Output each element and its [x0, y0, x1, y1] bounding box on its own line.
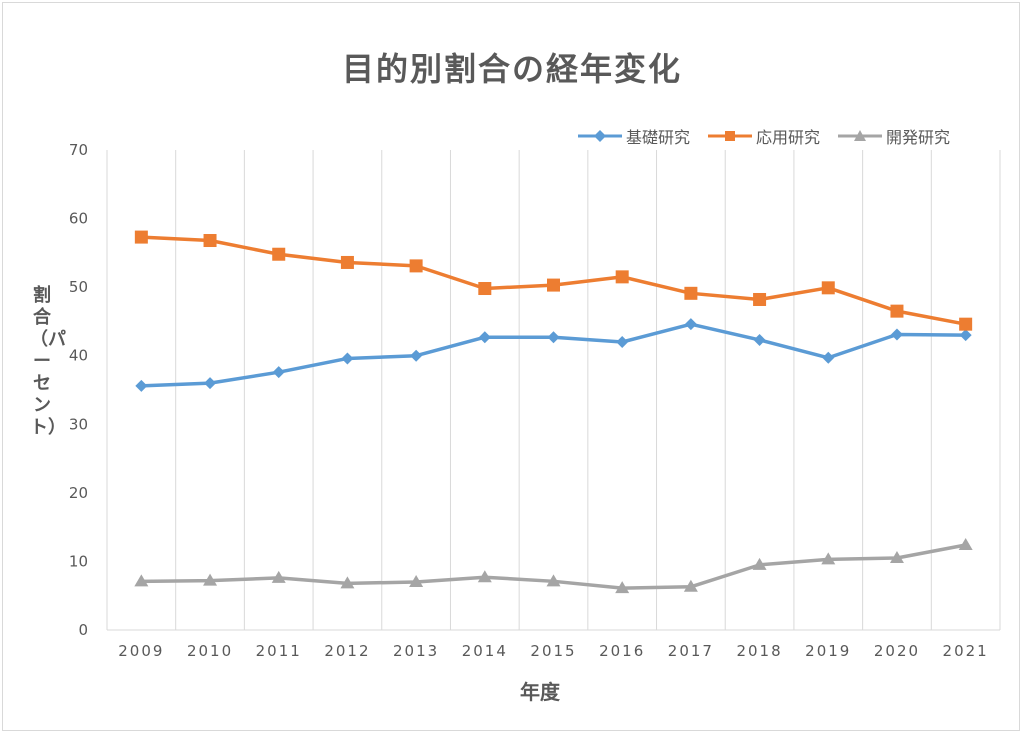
data-point: [341, 352, 354, 365]
data-point: [753, 333, 766, 346]
data-point: [616, 336, 629, 348]
y-tick-label: 10: [69, 552, 88, 570]
data-point: [821, 281, 835, 295]
x-tick-label: 2021: [943, 642, 989, 660]
y-tick-label: 50: [69, 278, 88, 296]
legend-item-applied: 応用研究: [708, 124, 820, 148]
data-point: [477, 570, 492, 583]
data-point: [478, 331, 491, 344]
legend-label-development: 開発研究: [886, 128, 951, 147]
x-tick-label: 2012: [324, 642, 370, 660]
data-point: [753, 292, 767, 306]
data-point: [272, 366, 285, 379]
data-point: [683, 579, 698, 592]
legend-item-basic: 基礎研究: [578, 124, 690, 148]
data-point: [889, 551, 904, 563]
data-point: [203, 234, 217, 248]
data-point: [340, 576, 355, 589]
data-point: [478, 282, 492, 296]
legend-label-basic: 基礎研究: [626, 128, 691, 147]
data-point: [546, 574, 561, 587]
x-tick-label: 2020: [874, 642, 920, 660]
x-tick-label: 2010: [187, 642, 233, 660]
legend-label-applied: 応用研究: [756, 128, 821, 147]
data-point: [959, 317, 973, 331]
data-point: [271, 570, 286, 583]
data-point: [409, 259, 423, 273]
y-tick-label: 40: [69, 347, 88, 365]
x-tick-label: 2015: [530, 642, 576, 660]
data-point: [959, 329, 972, 342]
data-point: [134, 230, 148, 244]
x-tick-label: 2019: [805, 642, 851, 660]
y-tick-label: 20: [69, 484, 88, 502]
data-point: [615, 581, 630, 594]
data-point: [752, 557, 767, 570]
x-tick-label: 2009: [118, 642, 164, 660]
data-point: [547, 278, 560, 292]
data-point: [409, 575, 424, 587]
y-tick-label: 70: [69, 141, 88, 159]
chart-title: 目的別割合の経年変化: [341, 50, 682, 88]
x-tick-label: 2017: [668, 642, 714, 660]
data-point: [203, 573, 218, 586]
y-tick-label: 0: [78, 621, 88, 639]
y-tick-label: 60: [69, 210, 88, 228]
data-point: [822, 351, 835, 364]
data-point: [890, 304, 904, 318]
legend-marker-square: [708, 131, 753, 141]
y-tick-label: 30: [69, 415, 88, 433]
x-tick-label: 2018: [736, 642, 782, 660]
data-point: [272, 247, 286, 261]
legend-marker-triangle: [838, 130, 883, 141]
data-point: [204, 377, 217, 390]
data-point: [890, 328, 903, 341]
legend-item-development: 開発研究: [838, 124, 950, 148]
data-point: [958, 537, 973, 550]
axes: 0 10 20 30 40 50 60 70 2009 2010 2011 2012 2013 2014 2…: [69, 141, 1000, 660]
x-tick-label: 2016: [599, 642, 645, 660]
data-point: [547, 331, 560, 344]
legend: 基礎研究 応用研究 開発研究: [578, 124, 950, 148]
x-tick-label: 2014: [462, 642, 508, 660]
legend-marker-diamond: [578, 130, 622, 142]
data-point: [684, 286, 698, 300]
data-point: [134, 574, 149, 587]
data-point: [135, 379, 148, 392]
data-point: [615, 270, 629, 284]
data-point: [340, 255, 354, 269]
data-point: [684, 318, 697, 331]
data-point: [821, 552, 836, 565]
x-axis-label: 年度: [520, 680, 560, 704]
x-tick-label: 2011: [256, 642, 302, 660]
x-tick-label: 2013: [393, 642, 439, 660]
series-layer: [134, 230, 973, 594]
data-point: [410, 349, 423, 362]
